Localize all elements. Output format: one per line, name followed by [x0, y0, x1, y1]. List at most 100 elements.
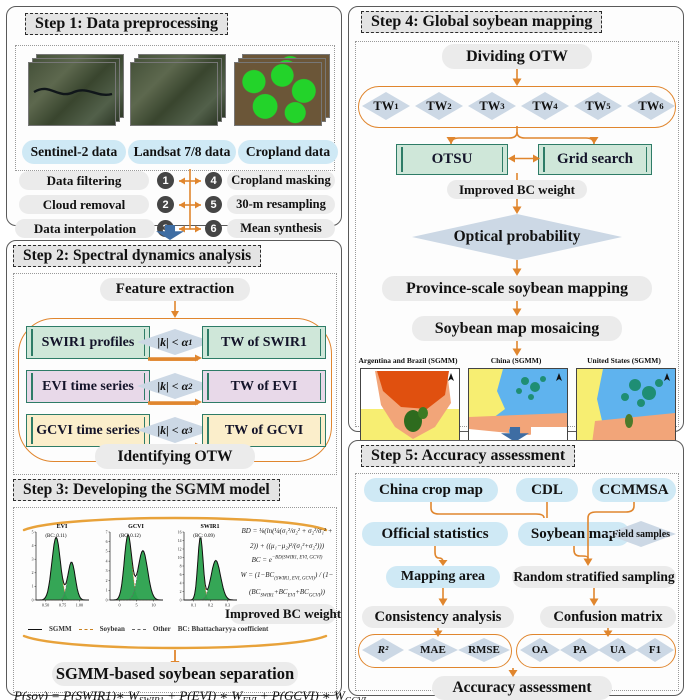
svg-text:5: 5 — [135, 603, 137, 608]
cropland-label: Cropland data — [238, 140, 338, 164]
accuracy-assessment: Accuracy assessment — [432, 676, 612, 700]
op-cloud-removal: Cloud removal — [19, 195, 149, 214]
svg-text:EVI: EVI — [57, 524, 68, 530]
svg-text:10: 10 — [178, 556, 182, 560]
map2-graphic — [469, 369, 567, 451]
confusion-metrics-stadium — [516, 634, 676, 668]
svg-text:1: 1 — [32, 585, 34, 589]
gcvi-series-box: GCVI time series — [26, 414, 150, 447]
map1-graphic — [361, 371, 459, 451]
circle-4: 4 — [205, 172, 222, 189]
step3-title: Step 3: Developing the SGMM model — [13, 479, 280, 501]
evi-density-plot: EVI (BC: 0.11) 0 1 2 3 4 5 0.50 0.75 1.00 — [22, 520, 92, 622]
plot-legend: SGMM Soybean Other BC: Bhattacharyya coe… — [28, 625, 268, 633]
landsat-image-stack — [130, 54, 228, 132]
step4-box: Dividing OTW TW 1 TW 2 TW 3 TW 4 TW 5 TW 6 OTS… — [355, 41, 679, 452]
panel-step5: Step 5: Accuracy assessment China crop m… — [348, 440, 684, 700]
confusion-matrix: Confusion matrix — [540, 606, 676, 628]
svg-text:0.1: 0.1 — [191, 603, 196, 608]
svg-text:12: 12 — [178, 547, 182, 551]
dividing-otw: Dividing OTW — [442, 44, 592, 69]
svg-text:0: 0 — [118, 603, 120, 608]
otsu-box: OTSU — [396, 144, 508, 175]
svg-text:SWIR1: SWIR1 — [200, 524, 219, 530]
svg-text:1: 1 — [106, 589, 108, 593]
gcvi-density-plot: GCVI (BC: 0.12) 0 1 2 3 4 5 6 7 0 5 10 — [96, 520, 166, 622]
svg-text:2: 2 — [32, 571, 34, 575]
svg-text:(BC: 0.12): (BC: 0.12) — [119, 534, 141, 539]
cdl: CDL — [516, 478, 578, 502]
step1-title: Step 1: Data preprocessing — [25, 13, 228, 35]
svg-text:14: 14 — [178, 539, 182, 543]
official-statistics: Official statistics — [362, 522, 508, 546]
tw-gcvi-box: TW of GCVI — [202, 414, 326, 447]
china-crop-map: China crop map — [364, 478, 498, 502]
legend-soybean-label: Soybean — [99, 625, 125, 633]
legend-sgmm-line — [28, 628, 42, 630]
panel-step4: Step 4: Global soybean mapping Dividing … — [348, 6, 684, 452]
panel-step2-step3: Step 2: Spectral dynamics analysis Featu… — [6, 240, 366, 700]
landsat-label: Landsat 7/8 data — [128, 140, 236, 164]
tw-swir1-box: TW of SWIR1 — [202, 326, 326, 359]
circle-6: 6 — [205, 220, 222, 237]
svg-text:5: 5 — [106, 550, 108, 554]
svg-text:16: 16 — [178, 530, 182, 534]
bc-formulas: BD = ⅛(ln(¼(σ₁²/σ₂² + σ₂²/σ₁² + 2)) + ((… — [240, 524, 334, 601]
circle-5: 5 — [205, 196, 222, 213]
legend-other-label: Other — [152, 625, 171, 633]
legend-other-line — [131, 628, 146, 630]
psoy-equation: P(soy) = P(SWIR1)∗ WSWIR1 + P(EVI) ∗ WEV… — [14, 688, 366, 700]
svg-text:8: 8 — [180, 564, 182, 568]
step5-box: China crop map CDL CCMMSA Official stati… — [355, 473, 679, 700]
svg-text:4: 4 — [32, 544, 34, 548]
step2-title: Step 2: Spectral dynamics analysis — [13, 245, 262, 267]
formula-bd: BD = ⅛(ln(¼(σ₁²/σ₂² + σ₂²/σ₁² + 2)) + ((… — [241, 527, 333, 550]
identifying-otw: Identifying OTW — [95, 444, 255, 469]
tw-evi-box: TW of EVI — [202, 370, 326, 403]
improved-bc-weight-step4: Improved BC weight — [447, 180, 587, 199]
svg-text:4: 4 — [106, 559, 108, 563]
step3-box: EVI (BC: 0.11) 0 1 2 3 4 5 0.50 0.75 1.00 GCVI (BC:… — [13, 507, 366, 700]
sentinel2-label: Sentinel-2 data — [22, 140, 126, 164]
svg-text:1.00: 1.00 — [76, 603, 83, 608]
svg-text:0.50: 0.50 — [42, 603, 49, 608]
svg-text:6: 6 — [180, 573, 182, 577]
formula-bc: BC = e−BD(SWIR1, EVI, GCVI) — [251, 556, 323, 565]
mapping-area: Mapping area — [386, 566, 500, 588]
svg-text:3: 3 — [32, 558, 34, 562]
soybean-mosaicing: Soybean map mosaicing — [412, 316, 622, 341]
svg-text:6: 6 — [106, 540, 108, 544]
svg-text:3: 3 — [106, 569, 108, 573]
ccmmsa: CCMMSA — [592, 478, 676, 502]
province-mapping: Province-scale soybean mapping — [382, 276, 652, 301]
op-resampling: 30-m resampling — [227, 195, 335, 214]
svg-text:0: 0 — [106, 598, 108, 602]
svg-text:7: 7 — [106, 530, 108, 534]
optical-probability-diamond: Optical probability — [412, 214, 622, 260]
consistency-analysis: Consistency analysis — [362, 606, 514, 628]
circle-2: 2 — [157, 196, 174, 213]
evi-series-box: EVI time series — [26, 370, 150, 403]
improved-bc-weight-step3: Improved BC weight — [225, 604, 341, 624]
sgmm-separation: SGMM-based soybean separation — [52, 662, 298, 686]
panel-step1: Step 1: Data preprocessing Sentinel-2 da… — [6, 6, 342, 238]
map2-title: China (SGMM) — [490, 356, 542, 365]
map3-title: United States (SGMM) — [587, 356, 661, 365]
svg-text:0: 0 — [32, 598, 34, 602]
svg-text:4: 4 — [180, 581, 182, 585]
sentinel2-image-stack — [28, 54, 126, 132]
svg-text:0.2: 0.2 — [208, 603, 213, 608]
svg-text:(BC: 0.09): (BC: 0.09) — [193, 534, 215, 539]
legend-soybean-line — [78, 628, 93, 630]
step5-title: Step 5: Accuracy assessment — [361, 445, 576, 467]
grid-search-box: Grid search — [538, 144, 652, 175]
op-cropland-masking: Cropland masking — [227, 171, 335, 190]
step1-data-box: Sentinel-2 data Landsat 7/8 data Croplan… — [15, 45, 338, 171]
svg-text:0: 0 — [180, 598, 182, 602]
svg-text:10: 10 — [151, 603, 155, 608]
svg-text:0.75: 0.75 — [59, 603, 66, 608]
svg-text:2: 2 — [180, 590, 182, 594]
step2-box: Feature extraction SWIR1 profiles |k| < … — [13, 273, 337, 475]
legend-bc-note: BC: Bhattacharyya coefficient — [177, 625, 269, 633]
